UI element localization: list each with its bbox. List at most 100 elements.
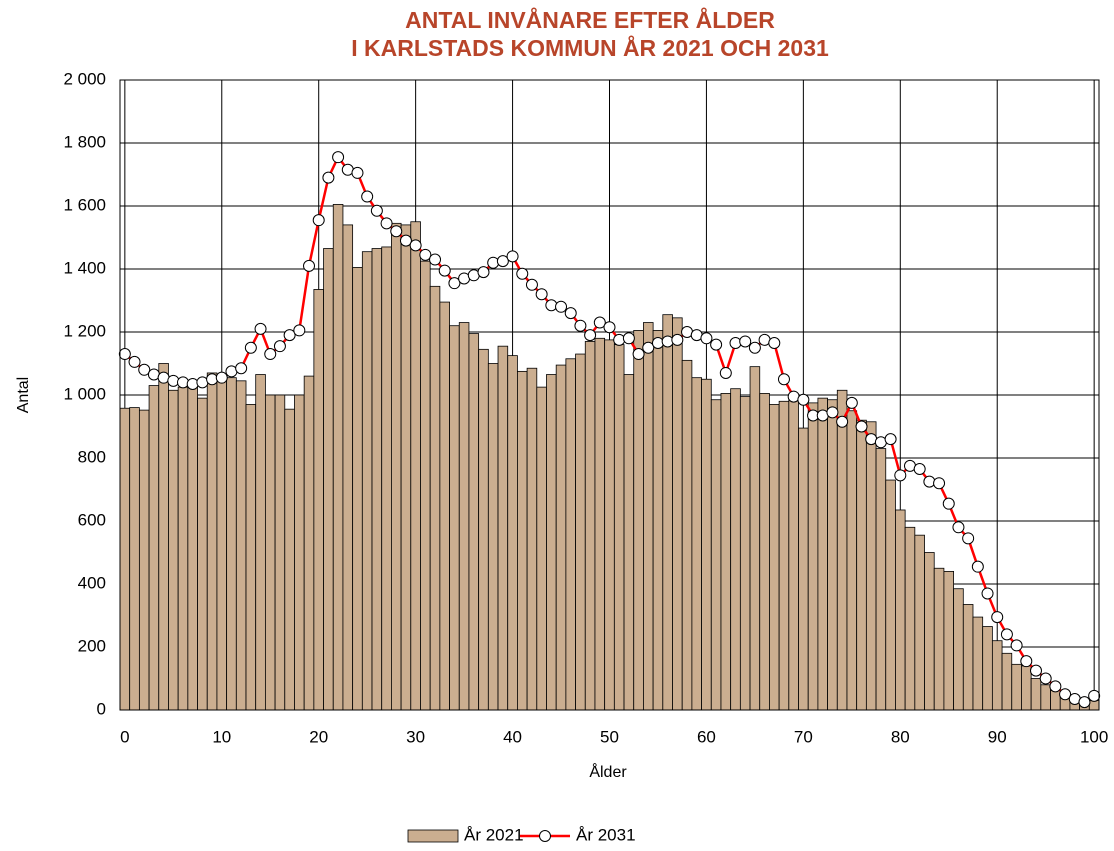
bar bbox=[788, 399, 799, 711]
marker bbox=[971, 560, 984, 573]
marker bbox=[913, 463, 926, 476]
marker bbox=[303, 259, 316, 272]
marker bbox=[390, 225, 403, 238]
bar bbox=[371, 248, 383, 711]
y-tick-label: 400 bbox=[78, 573, 106, 592]
x-axis-label: Ålder bbox=[589, 762, 627, 781]
marker bbox=[1010, 639, 1023, 652]
marker bbox=[438, 264, 451, 277]
bar bbox=[148, 385, 160, 711]
bar bbox=[323, 248, 334, 711]
bar bbox=[623, 374, 635, 711]
marker bbox=[496, 255, 509, 268]
bar bbox=[468, 333, 480, 711]
bar bbox=[575, 353, 586, 711]
marker bbox=[632, 348, 645, 361]
y-tick-label: 1 600 bbox=[63, 195, 106, 214]
x-tick-label: 20 bbox=[309, 727, 328, 746]
marker bbox=[777, 373, 790, 386]
marker bbox=[651, 337, 664, 350]
chart-title: I KARLSTADS KOMMUN ÅR 2021 OCH 2031 bbox=[351, 34, 829, 61]
bar bbox=[875, 448, 887, 711]
y-tick-label: 600 bbox=[78, 510, 106, 529]
bar bbox=[381, 246, 392, 711]
y-tick-label: 200 bbox=[78, 636, 106, 655]
marker bbox=[719, 366, 732, 379]
marker bbox=[409, 239, 422, 252]
bar bbox=[865, 421, 877, 711]
marker bbox=[1029, 664, 1042, 677]
marker bbox=[128, 355, 141, 368]
marker bbox=[545, 299, 558, 312]
bar bbox=[352, 267, 363, 711]
bar bbox=[895, 509, 906, 711]
marker bbox=[1020, 655, 1033, 668]
bar bbox=[769, 404, 780, 711]
bar bbox=[342, 224, 354, 711]
marker bbox=[264, 348, 277, 361]
bar bbox=[604, 339, 615, 711]
bar bbox=[982, 626, 993, 711]
bar bbox=[1011, 663, 1022, 711]
bar bbox=[972, 616, 984, 711]
bar bbox=[691, 377, 702, 711]
bar bbox=[1040, 684, 1051, 711]
marker bbox=[564, 307, 577, 320]
bar bbox=[187, 381, 198, 711]
bar bbox=[924, 552, 935, 711]
marker bbox=[836, 415, 849, 428]
legend-marker bbox=[539, 830, 551, 842]
y-tick-label: 0 bbox=[97, 699, 106, 718]
marker bbox=[933, 477, 946, 490]
bar bbox=[827, 399, 838, 711]
bar bbox=[449, 325, 460, 711]
x-tick-label: 90 bbox=[988, 727, 1007, 746]
marker bbox=[991, 611, 1004, 624]
bar bbox=[962, 604, 974, 711]
bar bbox=[701, 378, 712, 711]
bar bbox=[643, 322, 654, 711]
marker bbox=[477, 266, 490, 279]
marker bbox=[1088, 689, 1101, 702]
marker bbox=[448, 277, 461, 290]
bar bbox=[235, 380, 247, 711]
marker bbox=[942, 497, 955, 510]
bar bbox=[672, 317, 683, 711]
bar bbox=[391, 222, 402, 711]
bar bbox=[885, 479, 896, 711]
marker bbox=[206, 373, 219, 386]
bar bbox=[759, 393, 770, 711]
bar bbox=[1030, 678, 1042, 711]
marker bbox=[797, 393, 810, 406]
bar bbox=[119, 407, 131, 711]
bar bbox=[255, 374, 266, 711]
bar bbox=[487, 363, 499, 711]
bar bbox=[313, 289, 324, 711]
marker bbox=[429, 253, 442, 266]
marker bbox=[826, 406, 839, 419]
marker bbox=[739, 335, 752, 348]
bar bbox=[400, 224, 412, 711]
marker bbox=[748, 341, 761, 354]
bar bbox=[507, 355, 518, 711]
bar bbox=[933, 567, 945, 711]
bar bbox=[1001, 652, 1013, 711]
bar bbox=[458, 322, 470, 711]
marker bbox=[671, 333, 684, 346]
x-tick-label: 100 bbox=[1080, 727, 1108, 746]
bar bbox=[294, 394, 305, 711]
bar bbox=[361, 251, 373, 711]
marker bbox=[399, 234, 412, 247]
x-tick-label: 60 bbox=[697, 727, 716, 746]
bar bbox=[778, 400, 790, 711]
marker bbox=[215, 371, 228, 384]
legend-swatch bbox=[407, 829, 459, 843]
marker bbox=[380, 217, 393, 230]
y-tick-label: 2 000 bbox=[63, 69, 106, 88]
marker bbox=[167, 374, 180, 387]
x-tick-label: 40 bbox=[503, 727, 522, 746]
bar bbox=[817, 397, 828, 711]
bar bbox=[274, 394, 286, 711]
marker bbox=[332, 151, 345, 164]
